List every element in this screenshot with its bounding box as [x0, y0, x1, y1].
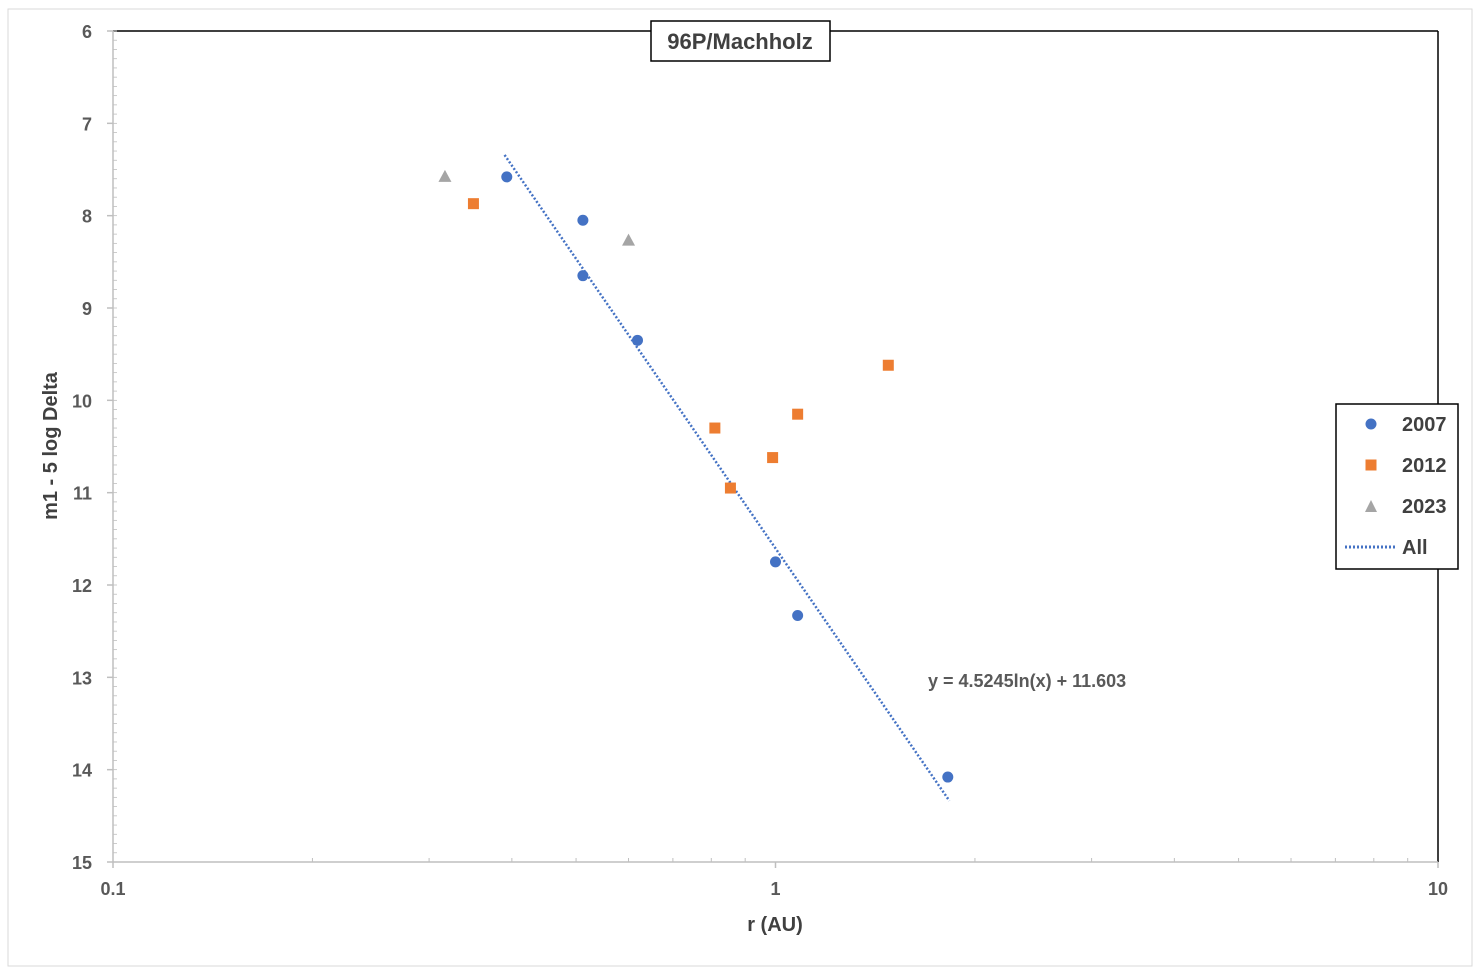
legend: 2007 2012 2023 All: [1335, 403, 1459, 570]
x-axis: 0.1 1 10: [100, 858, 1448, 899]
legend-label-2012: 2012: [1402, 455, 1447, 477]
y-axis: 6 7 8 9 10 11 12 13 14 15: [72, 22, 117, 873]
y-tick-label: 8: [82, 207, 92, 227]
y-tick-label: 14: [72, 761, 92, 781]
y-tick-label: 12: [72, 576, 92, 596]
data-point-2007: [501, 171, 513, 183]
legend-label-all: All: [1402, 537, 1428, 559]
x-tick-label: 10: [1428, 879, 1448, 899]
legend-marker-2007: [1365, 418, 1377, 430]
data-point-2012: [882, 359, 894, 371]
legend-label-2007: 2007: [1402, 414, 1447, 436]
trendline-group: [503, 154, 951, 802]
y-tick-label: 9: [82, 299, 92, 319]
data-point-2007: [577, 270, 589, 282]
legend-marker-2023: [1365, 500, 1377, 512]
x-axis-label: r (AU): [747, 914, 803, 936]
data-point-2007: [770, 556, 781, 568]
data-point-2007: [631, 334, 643, 346]
y-tick-label: 15: [72, 853, 92, 873]
data-point-2023: [438, 169, 452, 182]
legend-border: [1335, 403, 1459, 570]
data-point-2012: [724, 482, 736, 494]
x-tick-label: 1: [770, 879, 780, 899]
x-tick-label: 0.1: [100, 879, 125, 899]
data-point-2007: [792, 609, 804, 621]
trendline-equation: y = 4.5245ln(x) + 11.603: [928, 671, 1126, 691]
points-group: [438, 169, 954, 783]
data-point-2012: [792, 408, 804, 420]
y-tick-label: 7: [82, 114, 92, 134]
data-point-2012: [767, 452, 779, 464]
legend-label-2023: 2023: [1402, 496, 1447, 518]
chart-title-box: 96P/Machholz: [650, 20, 831, 62]
chart-title: 96P/Machholz: [667, 29, 812, 54]
data-point-2007: [942, 771, 954, 783]
data-point-2023: [622, 233, 636, 246]
data-point-2012: [467, 198, 479, 210]
y-axis-label: m1 - 5 log Delta: [40, 371, 62, 520]
trendline-all: [503, 154, 951, 802]
data-point-2007: [577, 214, 589, 226]
y-tick-label: 6: [82, 22, 92, 42]
legend-marker-2012: [1365, 459, 1377, 471]
data-point-2012: [709, 422, 721, 434]
y-tick-label: 10: [72, 391, 92, 411]
y-tick-label: 13: [72, 668, 92, 688]
chart-title-border: [650, 20, 831, 62]
y-tick-label: 11: [73, 484, 92, 504]
outer-border: [7, 8, 1473, 967]
